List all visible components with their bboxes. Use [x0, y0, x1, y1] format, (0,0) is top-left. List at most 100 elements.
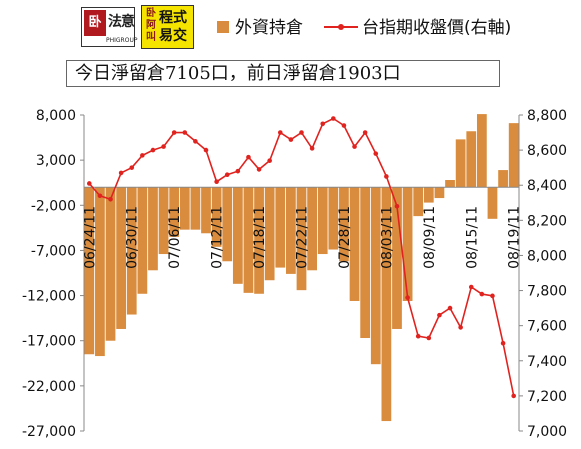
position-bar	[296, 187, 307, 291]
close-price-point	[426, 335, 432, 341]
logo-subtitle: PHIGROUP	[106, 37, 138, 44]
left-tick-label: -17,000	[22, 334, 76, 350]
close-price-point	[352, 144, 357, 149]
close-price-point	[129, 165, 135, 170]
close-price-point	[193, 139, 198, 144]
x-tick-label: 08/19/11	[507, 206, 523, 269]
position-bar	[201, 187, 211, 234]
position-bar	[413, 187, 424, 217]
position-bar	[498, 170, 508, 188]
close-price-point	[331, 116, 336, 121]
position-bar	[476, 114, 487, 188]
x-tick-label: 06/30/11	[125, 206, 141, 269]
position-bar	[455, 139, 466, 188]
position-bar	[307, 187, 317, 271]
close-price-point	[277, 130, 283, 135]
position-bar	[116, 187, 127, 329]
position-bar	[211, 187, 222, 247]
logo2-side-text: 卧阿叫	[146, 8, 156, 43]
position-bar	[232, 187, 243, 284]
legend-bar-swatch	[217, 21, 229, 33]
right-tick-label: 7,200	[527, 389, 567, 405]
position-bar	[190, 187, 201, 230]
position-bar	[445, 180, 455, 188]
close-price-point	[468, 284, 474, 290]
position-bar	[370, 187, 381, 365]
close-price-point	[140, 153, 145, 158]
close-price-point	[161, 144, 166, 149]
position-bar	[158, 187, 169, 255]
position-bar	[349, 187, 360, 301]
close-price-point	[288, 137, 294, 142]
position-bar	[339, 187, 349, 262]
right-tick-label: 8,600	[527, 143, 567, 159]
right-tick-label: 7,400	[527, 354, 567, 370]
right-tick-label: 8,800	[527, 108, 567, 124]
close-price-point	[224, 172, 230, 177]
position-bar	[243, 187, 254, 293]
position-bar	[169, 187, 180, 237]
x-tick-label: 08/09/11	[422, 206, 438, 269]
position-bar	[254, 187, 264, 294]
position-bar	[434, 187, 445, 199]
position-bar	[392, 187, 402, 329]
close-price-point	[108, 196, 113, 202]
close-price-point	[490, 293, 495, 299]
close-price-point	[373, 151, 379, 156]
position-bar	[222, 187, 233, 262]
position-bar	[286, 187, 296, 274]
position-bar	[487, 187, 498, 219]
position-bar	[402, 187, 413, 301]
left-tick-label: -7,000	[31, 243, 76, 259]
close-price-point	[384, 174, 389, 179]
close-price-point	[394, 203, 400, 209]
x-tick-label: 06/24/11	[82, 206, 98, 269]
close-price-point	[267, 158, 272, 163]
close-price-point	[437, 312, 442, 318]
close-price-point	[97, 193, 103, 199]
logo2-main-text: 程式易交	[159, 10, 187, 44]
position-bar	[360, 187, 371, 339]
close-price-point	[511, 393, 516, 399]
net-position-headline: 今日淨留倉7105口，前日淨留倉1903口	[66, 60, 500, 87]
close-price-point	[87, 181, 92, 186]
close-price-point	[479, 291, 485, 297]
program-trading-logo: 卧阿叫 程式易交	[141, 5, 194, 49]
close-price-point	[415, 333, 421, 339]
right-tick-label: 8,000	[527, 248, 567, 264]
position-bar	[423, 187, 434, 203]
close-price-point	[182, 130, 188, 135]
close-price-point	[299, 130, 304, 135]
right-tick-label: 7,600	[527, 319, 567, 335]
position-bar	[126, 187, 137, 315]
close-price-point	[320, 121, 326, 127]
left-tick-label: -22,000	[22, 379, 76, 395]
right-tick-label: 8,400	[527, 178, 567, 194]
left-tick-label: -27,000	[22, 424, 76, 440]
close-price-point	[214, 179, 219, 185]
close-price-point	[447, 305, 453, 311]
legend-line-marker	[338, 24, 344, 30]
left-tick-label: 3,000	[36, 153, 76, 169]
right-tick-label: 7,800	[527, 284, 567, 300]
logo-mark: 卧	[84, 10, 106, 36]
close-price-point	[309, 146, 315, 151]
logo-name: 法意	[108, 14, 135, 30]
close-price-point	[405, 295, 410, 300]
position-bar	[508, 123, 519, 188]
position-bar	[264, 187, 275, 281]
legend-bar-label: 外資持倉	[235, 18, 303, 38]
close-price-point	[150, 147, 156, 153]
position-bar	[84, 187, 95, 355]
position-bar	[148, 187, 158, 271]
close-price-point	[235, 168, 241, 174]
x-tick-label: 07/28/11	[337, 206, 353, 269]
legend-line-label: 台指期收盤價(右軸)	[362, 18, 511, 38]
position-bar	[328, 187, 339, 250]
close-price-point	[500, 340, 506, 346]
left-tick-label: 8,000	[36, 108, 76, 124]
position-bar	[137, 187, 148, 294]
x-tick-label: 07/06/11	[167, 206, 183, 269]
position-bar	[179, 187, 190, 230]
right-tick-label: 8,200	[527, 213, 567, 229]
